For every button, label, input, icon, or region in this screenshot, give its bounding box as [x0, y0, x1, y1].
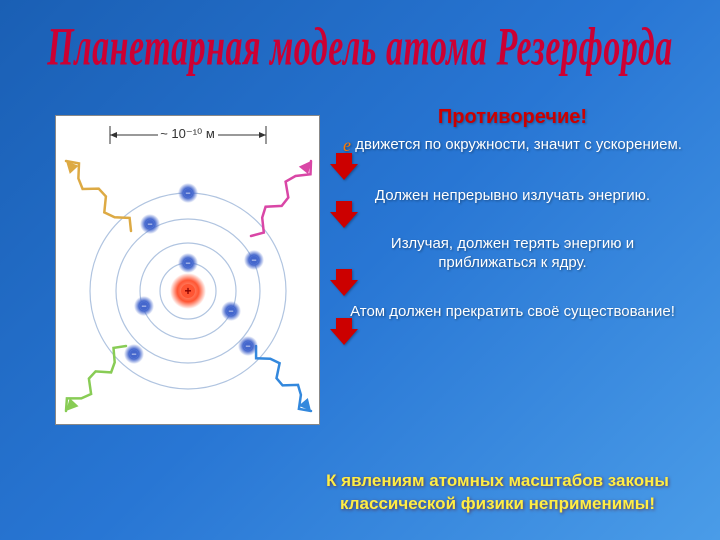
- right-column: Противоречие! e движется по окружности, …: [330, 106, 695, 352]
- conclusion-text: К явлениям атомных масштабов законы клас…: [295, 470, 700, 516]
- svg-text:−: −: [228, 306, 233, 316]
- svg-text:−: −: [147, 219, 152, 229]
- step-text-3: Атом должен прекратить своё существовани…: [330, 303, 695, 322]
- step-text-2: Излучая, должен терять энергию и приближ…: [330, 235, 695, 273]
- atom-diagram-panel: ~ 10⁻¹⁰ м + − − − − − − − −: [55, 115, 320, 425]
- arrow-down-icon: [330, 329, 358, 345]
- svg-text:−: −: [251, 255, 256, 265]
- arrow-down-icon: [330, 164, 358, 180]
- svg-text:−: −: [131, 349, 136, 359]
- arrow-down-icon: [330, 280, 358, 296]
- scale-label: ~ 10⁻¹⁰ м: [160, 126, 215, 142]
- arrow-down-icon: [330, 212, 358, 228]
- svg-text:−: −: [185, 188, 190, 198]
- svg-text:−: −: [141, 301, 146, 311]
- steps-container: e движется по окружности, значит с ускор…: [330, 134, 695, 352]
- step-text-1: Должен непрерывно излучать энергию.: [330, 187, 695, 206]
- svg-text:−: −: [245, 341, 250, 351]
- contradiction-header: Противоречие!: [438, 106, 587, 129]
- page-title: Планетарная модель атома Резерфорда: [0, 18, 720, 79]
- atom-svg: + − − − − − − − −: [56, 146, 321, 426]
- step-text-0: e движется по окружности, значит с ускор…: [330, 134, 695, 157]
- svg-text:+: +: [184, 284, 191, 298]
- svg-text:−: −: [185, 258, 190, 268]
